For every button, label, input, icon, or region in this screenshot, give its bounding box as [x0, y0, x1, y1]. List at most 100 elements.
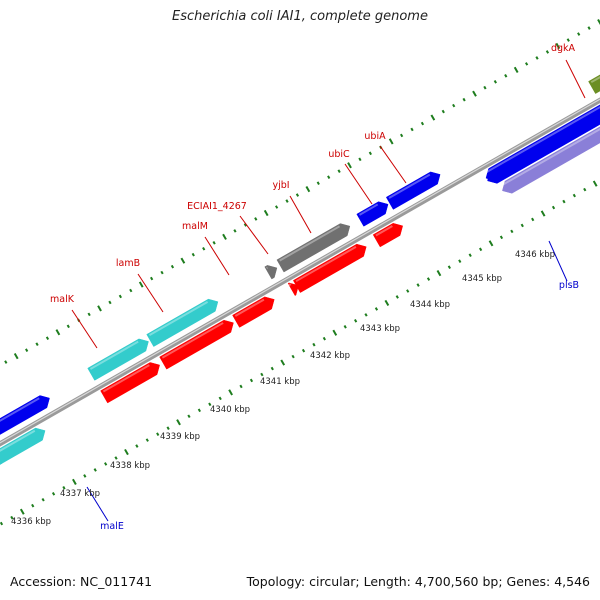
outer-tick: [431, 115, 434, 120]
genome-map-svg: dgkAubiAubiCyjbIECIAI1_4267malMlamBmalKp…: [0, 0, 600, 600]
kbp-label: 4345 kbp: [462, 274, 502, 284]
outer-tick: [515, 67, 518, 72]
gene-label: ubiC: [328, 149, 350, 160]
outer-tick: [338, 170, 339, 173]
gene-label: ECIAI1_4267: [187, 201, 247, 212]
gene-label-line: [290, 196, 311, 233]
outer-tick: [213, 241, 214, 244]
outer-tick: [172, 265, 173, 268]
inner-tick: [459, 260, 460, 263]
inner-tick: [324, 337, 325, 340]
inner-tick: [32, 504, 33, 507]
outer-tick: [130, 289, 131, 292]
gene-label-line: [549, 241, 567, 281]
outer-tick: [547, 51, 548, 54]
outer-tick: [578, 33, 579, 36]
kbp-label: 4342 kbp: [310, 351, 350, 361]
gene-label: lamB: [116, 258, 140, 269]
inner-tick: [469, 254, 470, 257]
accession-text: Accession: NC_011741: [10, 574, 152, 589]
inner-tick: [532, 218, 533, 221]
inner-tick: [42, 498, 43, 501]
genome-summary-text: Topology: circular; Length: 4,700,560 bp…: [247, 574, 590, 589]
outer-tick: [98, 306, 101, 311]
inner-tick: [511, 230, 512, 233]
outer-tick: [234, 230, 235, 233]
inner-tick: [385, 300, 388, 305]
outer-tick: [536, 57, 537, 60]
outer-tick: [463, 98, 464, 101]
outer-tick: [453, 104, 454, 107]
outer-tick: [370, 152, 371, 155]
gene-label-line: [138, 274, 163, 312]
gene-label: malE: [100, 521, 124, 532]
gene-label-line: [205, 237, 229, 275]
outer-tick: [56, 330, 59, 335]
inner-tick: [94, 469, 95, 472]
outer-tick: [203, 247, 204, 250]
outer-tick: [47, 337, 48, 340]
outer-tick: [297, 194, 298, 197]
inner-tick: [313, 343, 314, 346]
feature-track: [0, 68, 600, 489]
kbp-label: 4341 kbp: [260, 377, 300, 387]
inner-tick: [84, 475, 85, 478]
inner-tick: [73, 479, 76, 484]
inner-tick: [376, 308, 377, 311]
outer-tick: [473, 91, 476, 96]
gene-label-line: [566, 60, 585, 98]
inner-tick: [136, 445, 137, 448]
outer-tick: [328, 176, 329, 179]
gene-label: yjbI: [272, 180, 289, 191]
genome-map: Escherichia coli IAI1, complete genome d…: [0, 0, 600, 600]
inner-tick: [407, 290, 408, 293]
outer-tick: [193, 253, 194, 256]
kbp-label: 4338 kbp: [110, 461, 150, 471]
inner-tick: [365, 314, 366, 317]
kbp-label: 4337 kbp: [60, 489, 100, 499]
inner-tick: [574, 194, 575, 197]
gene-label-line: [240, 216, 268, 254]
inner-tick: [281, 360, 284, 365]
outer-tick: [5, 361, 6, 364]
kbp-label: 4346 kbp: [515, 250, 555, 260]
outer-tick: [588, 27, 589, 30]
outer-tick: [495, 80, 496, 83]
inner-tick: [147, 439, 148, 442]
outer-tick: [161, 271, 162, 274]
outer-tick: [568, 39, 569, 42]
inner-tick: [229, 390, 232, 395]
inner-tick: [449, 266, 450, 269]
outer-tick: [223, 234, 226, 239]
inner-tick: [480, 248, 481, 251]
inner-tick: [219, 397, 220, 400]
inner-tick: [177, 420, 180, 425]
inner-tick: [333, 330, 336, 335]
gene-label: malK: [50, 294, 75, 305]
inner-tick: [490, 241, 493, 246]
gene-label: malM: [182, 221, 208, 232]
gene-labels: dgkA ubiA ubiC yjbI ECIAI1_4267 malM lamB malK p…: [50, 43, 579, 532]
inner-tick: [105, 463, 106, 466]
inner-tick: [344, 325, 345, 328]
genome-backbone: [0, 62, 600, 480]
outer-tick: [181, 258, 184, 263]
outer-tick: [411, 128, 412, 131]
inner-tick: [125, 449, 128, 454]
outer-tick: [348, 163, 351, 168]
inner-tick: [397, 296, 398, 299]
kbp-label: 4336 kbp: [11, 517, 51, 527]
outer-tick: [505, 75, 506, 78]
kbp-label: 4340 kbp: [210, 405, 250, 415]
inner-tick: [167, 427, 168, 430]
inner-tick: [251, 379, 252, 382]
inner-tick: [188, 415, 189, 418]
inner-tick: [21, 509, 24, 514]
outer-tick: [401, 134, 402, 137]
inner-tick: [594, 181, 597, 186]
outer-tick: [15, 354, 18, 359]
inner-tick: [355, 320, 356, 323]
gene-label-line: [72, 310, 97, 348]
inner-tick: [199, 409, 200, 412]
gene-label-line: [380, 146, 406, 183]
